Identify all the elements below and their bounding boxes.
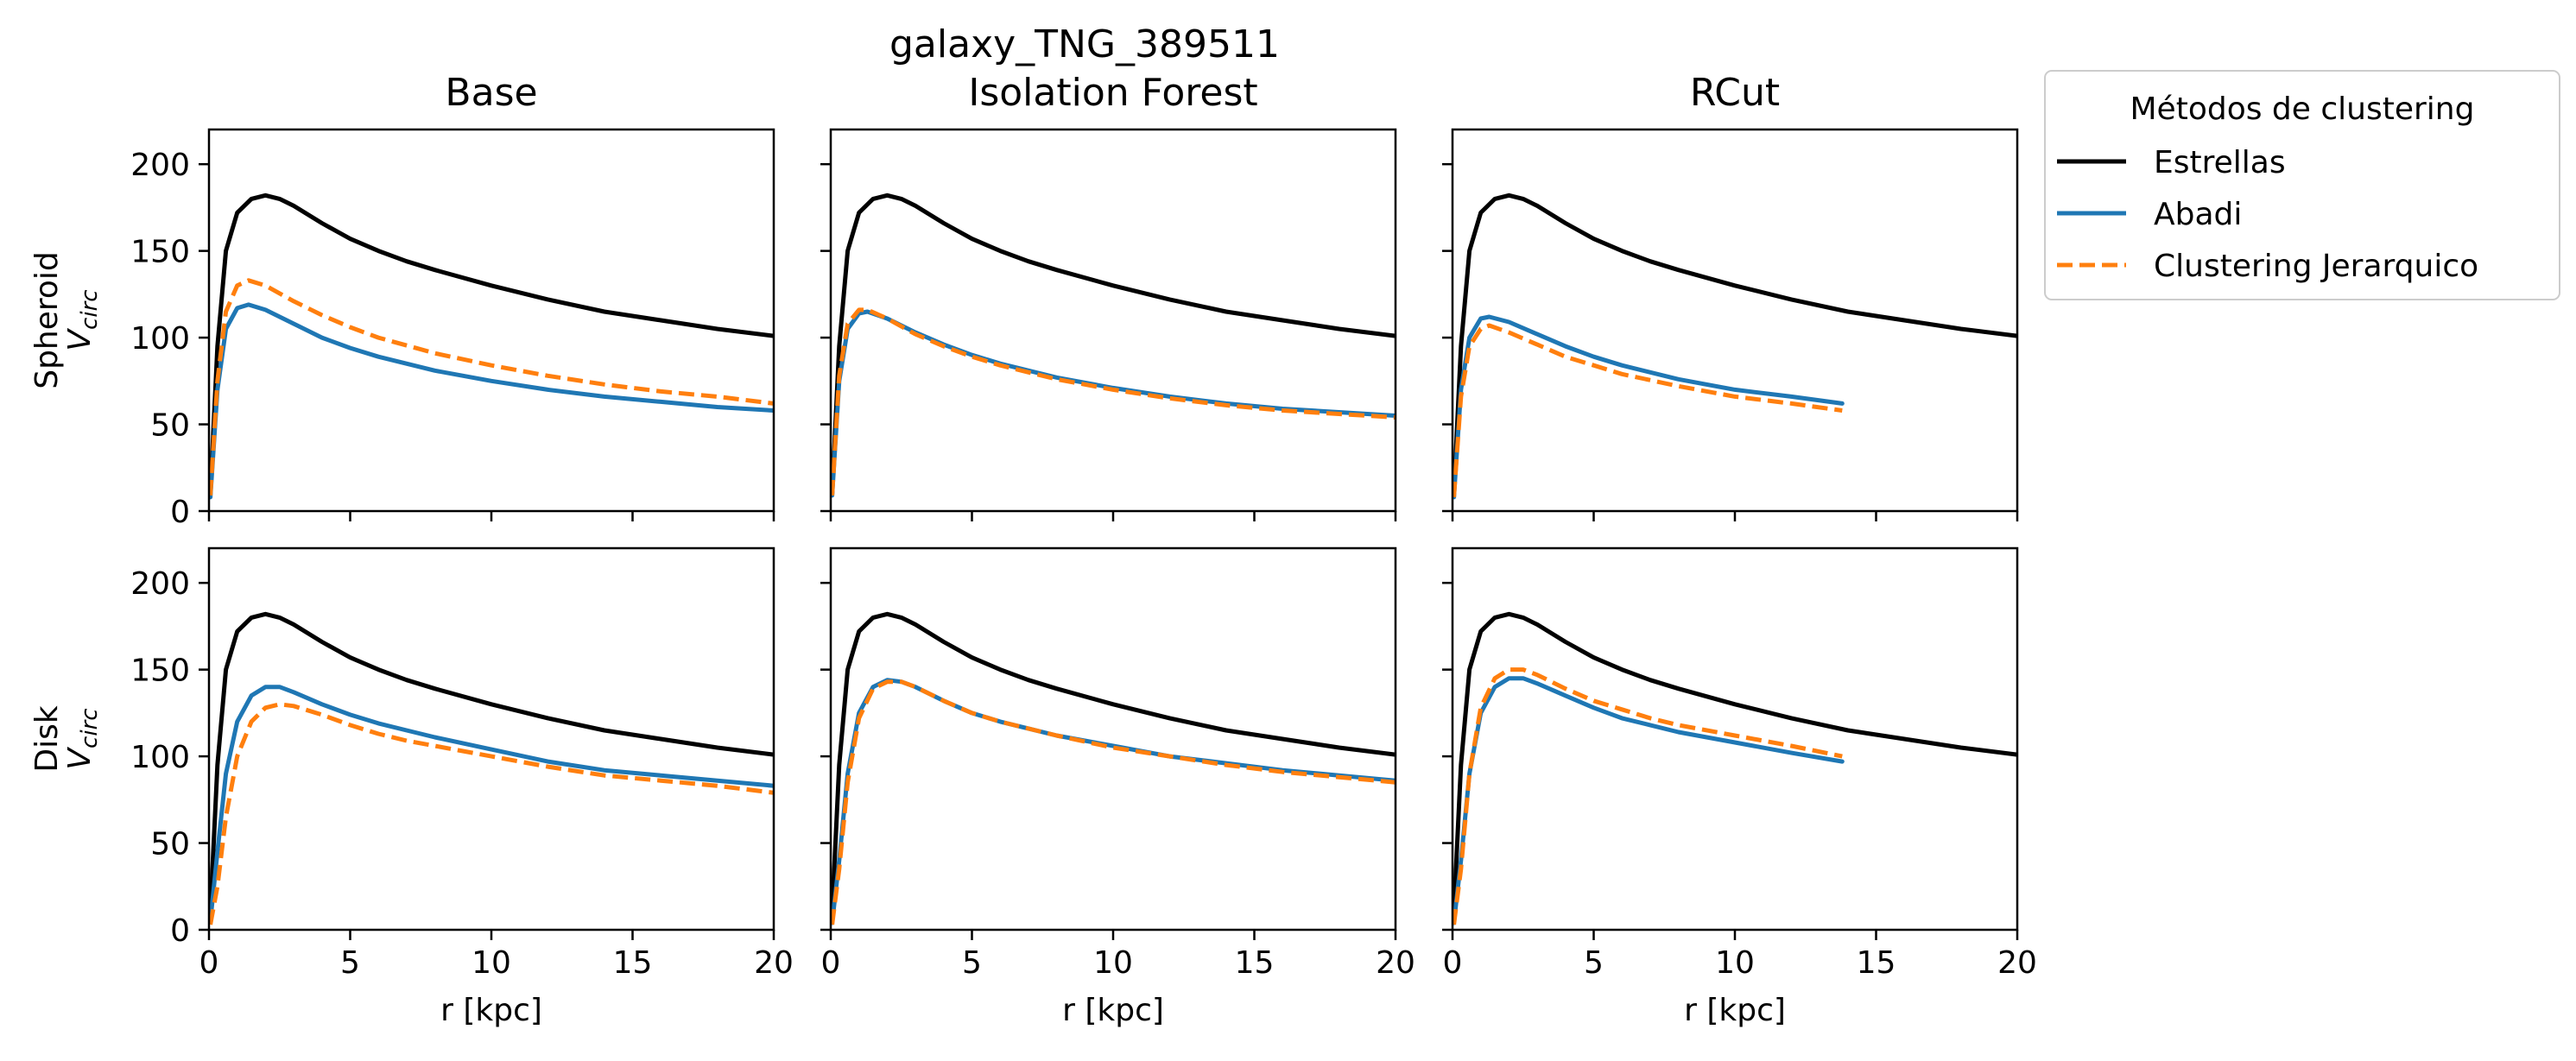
y-tick-label: 50 (150, 827, 190, 862)
panel-disk-rcut: 0 5 10 15 20 r [kpc] (1442, 546, 2037, 1028)
axes-frame-spheroid-rcut (1451, 128, 2019, 513)
series-line-clustering-jerarquico-spheroid-rcut (1453, 323, 1843, 498)
legend-label-clustering-jerarquico: Clustering Jerarquico (2154, 249, 2478, 284)
x-tick-label: 5 (1584, 945, 1604, 981)
y-tick-label: 100 (130, 321, 190, 357)
x-tick-label: 5 (340, 945, 360, 981)
axes-frame-spheroid-isolation-forest (829, 128, 1397, 513)
series-line-abadi-spheroid-rcut (1453, 314, 1845, 500)
panel-disk-isolation-forest: 0 5 10 15 20 r [kpc] (820, 546, 1415, 1028)
series-line-clustering-jerarquico-disk-base (209, 702, 774, 925)
x-tick-label: 15 (1857, 945, 1896, 981)
x-axis-label: r [kpc] (440, 993, 542, 1028)
series-line-abadi-disk-base (209, 685, 774, 924)
panel-spheroid-rcut (1442, 128, 2019, 521)
panel-spheroid-base: 0 50 100 150 200 (130, 128, 775, 530)
x-tick-label: 15 (613, 945, 653, 981)
column-title-base: Base (445, 71, 537, 115)
y-axis-label-subscript: circ (77, 708, 103, 748)
x-tick-label: 0 (1443, 945, 1463, 981)
x-tick-label: 20 (1997, 945, 2037, 981)
series-line-abadi-spheroid-base (209, 302, 774, 500)
axes-frame-spheroid-base (207, 128, 775, 513)
x-axis-label: r [kpc] (1062, 993, 1164, 1028)
x-tick-label: 20 (1376, 945, 1415, 981)
y-tick-label: 200 (130, 148, 190, 183)
y-axis-label-symbol: V (62, 328, 98, 351)
y-axis-label: Vcirc (62, 708, 103, 769)
row-name-disk: Disk (29, 705, 65, 772)
x-tick-label: 10 (472, 945, 511, 981)
x-axis-label: r [kpc] (1684, 993, 1786, 1028)
y-tick-label: 0 (170, 495, 190, 530)
x-tick-label: 20 (754, 945, 794, 981)
figure-suptitle: galaxy_TNG_389511 (889, 22, 1280, 66)
series-line-estrellas-spheroid-base (209, 193, 774, 496)
column-title-isolation-forest: Isolation Forest (968, 71, 1257, 115)
x-tick-label: 10 (1093, 945, 1133, 981)
series-line-estrellas-disk-base (209, 611, 774, 915)
column-title-rcut: RCut (1690, 71, 1780, 115)
series-line-estrellas-disk-isolation-forest (831, 611, 1396, 915)
y-axis-label: Vcirc (62, 289, 103, 351)
y-tick-label: 150 (130, 235, 190, 270)
legend-label-estrellas: Estrellas (2154, 145, 2286, 180)
y-tick-label: 100 (130, 740, 190, 775)
row-name-spheroid: Spheroid (29, 251, 65, 389)
y-axis-label-symbol: V (62, 747, 98, 770)
y-axis-label-subscript: circ (77, 289, 103, 330)
legend-title: Métodos de clustering (2130, 92, 2475, 127)
axes-frame-disk-isolation-forest (829, 546, 1397, 932)
y-tick-label: 50 (150, 408, 190, 444)
x-tick-label: 5 (962, 945, 982, 981)
y-tick-label: 200 (130, 566, 190, 602)
series-line-estrellas-spheroid-isolation-forest (831, 193, 1396, 496)
legend-label-abadi: Abadi (2154, 197, 2242, 232)
series-line-estrellas-disk-rcut (1453, 611, 2017, 915)
y-tick-label: 150 (130, 654, 190, 689)
series-line-clustering-jerarquico-disk-isolation-forest (831, 679, 1396, 925)
axes-frame-disk-base (207, 546, 775, 932)
legend: Métodos de clustering Estrellas Abadi Clust… (2044, 70, 2560, 300)
y-tick-label: 0 (170, 913, 190, 949)
series-line-clustering-jerarquico-disk-rcut (1453, 667, 1843, 925)
series-line-estrellas-spheroid-rcut (1453, 193, 2017, 496)
series-line-abadi-spheroid-isolation-forest (831, 309, 1396, 498)
x-tick-label: 0 (821, 945, 841, 981)
legend-frame (2044, 70, 2560, 300)
series-line-clustering-jerarquico-spheroid-base (209, 278, 774, 496)
series-line-abadi-disk-isolation-forest (831, 678, 1396, 925)
x-tick-label: 0 (199, 945, 219, 981)
panel-spheroid-isolation-forest (820, 128, 1397, 521)
x-tick-label: 15 (1235, 945, 1275, 981)
axes-frame-disk-rcut (1451, 546, 2019, 932)
series-line-clustering-jerarquico-spheroid-isolation-forest (831, 307, 1396, 496)
x-tick-label: 10 (1715, 945, 1755, 981)
